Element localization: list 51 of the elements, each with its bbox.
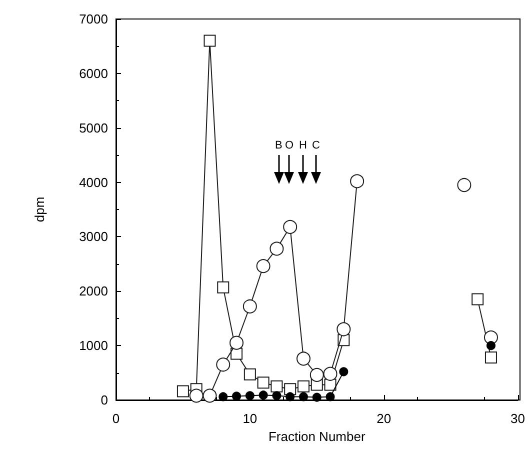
point <box>350 174 364 188</box>
point <box>242 299 257 314</box>
x-axis-title: Fraction Number <box>268 429 366 444</box>
point <box>217 281 230 294</box>
point <box>336 322 351 336</box>
y-tick-label: 6000 <box>79 66 108 81</box>
point <box>230 336 244 350</box>
point <box>256 259 270 274</box>
point <box>486 341 496 350</box>
y-axis-title: dpm <box>32 196 47 222</box>
point <box>283 220 298 234</box>
y-tick-label: 7000 <box>79 12 108 26</box>
point <box>297 380 310 392</box>
annotation: C <box>312 140 320 152</box>
point <box>245 391 254 400</box>
y-tick-label: 0 <box>100 392 108 408</box>
x-tick-label: 0 <box>112 411 120 426</box>
point <box>270 242 284 256</box>
y-tick-label: 3000 <box>79 229 108 244</box>
y-tick-label: 4000 <box>79 174 108 190</box>
point <box>323 366 338 381</box>
point <box>258 390 268 400</box>
point <box>457 178 472 192</box>
point <box>312 392 322 402</box>
point <box>270 380 283 392</box>
annotation: B <box>275 140 282 152</box>
y-tick-label: 5000 <box>79 120 108 136</box>
point <box>286 392 295 402</box>
point <box>272 391 282 400</box>
point <box>218 392 228 402</box>
y-tick-label: 2000 <box>79 284 108 299</box>
point <box>176 385 189 398</box>
x-tick-label: 10 <box>242 411 258 426</box>
annotation: H <box>299 140 307 152</box>
point <box>189 388 204 403</box>
point <box>257 376 270 389</box>
point <box>326 392 335 402</box>
point <box>484 352 497 364</box>
point <box>472 293 484 306</box>
point <box>299 392 308 402</box>
x-tick-label: 20 <box>376 411 392 426</box>
point <box>216 358 230 372</box>
point <box>339 367 348 376</box>
point <box>296 352 310 366</box>
x-tick-label: 30 <box>510 411 526 426</box>
point <box>244 368 256 380</box>
point <box>310 368 324 382</box>
point <box>204 34 216 47</box>
point <box>202 388 217 403</box>
y-tick-label: 1000 <box>79 338 108 354</box>
annotation: O <box>285 140 294 152</box>
